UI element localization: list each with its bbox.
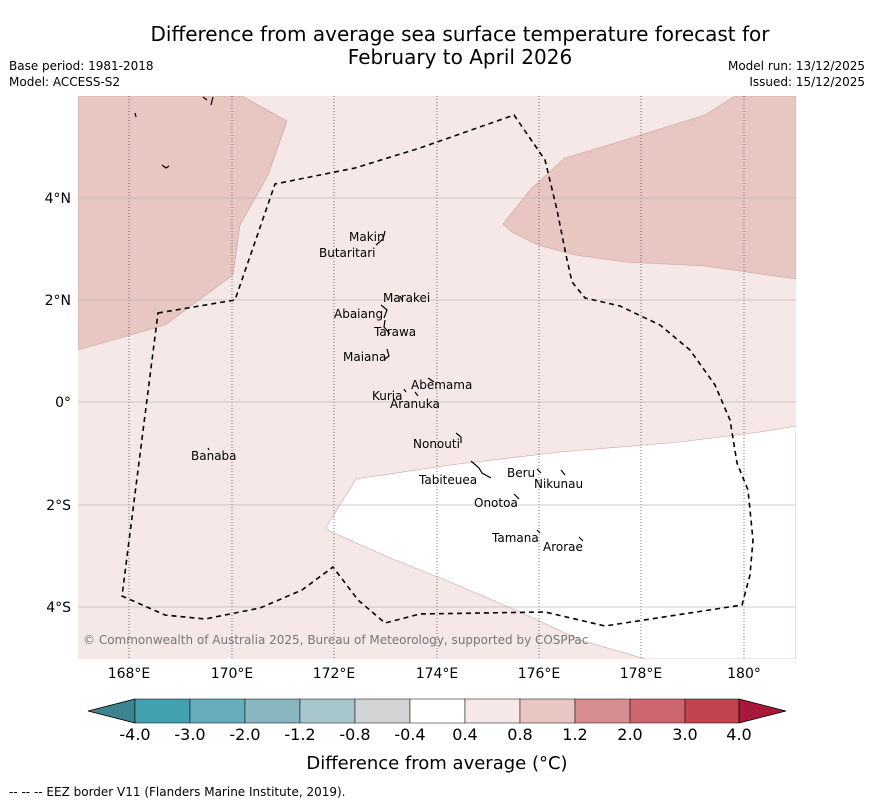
lat-label-0: 0°	[55, 395, 71, 411]
island-outline-tabiteuea	[470, 460, 492, 479]
colorbar-segment	[519, 698, 576, 724]
lat-label-2s: 2°S	[46, 498, 71, 514]
island-outline-maiana	[384, 348, 390, 360]
copyright-notice: © Commonwealth of Australia 2025, Bureau…	[83, 633, 588, 647]
island-label-abaiang: Abaiang	[334, 307, 383, 321]
lon-label-170: 170°E	[211, 666, 254, 682]
colorbar-tick: -3.0	[174, 725, 205, 744]
lon-label-174: 174°E	[416, 666, 459, 682]
colorbar-segment	[189, 698, 246, 724]
island-label-tabiteuea: Tabiteuea	[418, 473, 477, 487]
island-outlines	[134, 96, 584, 542]
island-outline-abaiang	[380, 304, 388, 319]
island-outline-marakei	[399, 295, 403, 301]
colorbar-tick-labels: -4.0 -3.0 -2.0 -1.2 -0.8 -0.4 0.4 0.8 1.…	[119, 725, 751, 744]
island-label-abemama: Abemama	[411, 378, 472, 392]
island-label-onotoa: Onotoa	[474, 496, 518, 510]
island-label-kuria: Kuria	[372, 389, 403, 403]
island-outline-nw	[202, 96, 214, 106]
island-label-tarawa: Tarawa	[373, 325, 416, 339]
colorbar-tick: 0.8	[507, 725, 532, 744]
colorbar-tick: -1.2	[284, 725, 315, 744]
colorbar-segment	[244, 698, 301, 724]
island-label-nikunau: Nikunau	[534, 477, 583, 491]
colorbar-tick: -0.8	[339, 725, 370, 744]
island-outline-beru-nikunau	[536, 468, 566, 476]
island-label-arorae: Arorae	[543, 540, 583, 554]
colorbar-segment	[134, 698, 191, 724]
island-outline-tarawa	[383, 319, 391, 335]
colorbar-over-arrow	[738, 698, 787, 724]
island-label-butaritari: Butaritari	[319, 246, 376, 260]
island-label-banaba: Banaba	[191, 449, 237, 463]
colorbar-segment	[629, 698, 686, 724]
issued-date: Issued: 15/12/2025	[749, 75, 865, 89]
colorbar	[87, 698, 787, 724]
colorbar-under-arrow	[87, 698, 136, 724]
lon-label-180: 180°	[727, 666, 761, 682]
lon-label-178: 178°E	[620, 666, 663, 682]
colorbar-tick: -4.0	[119, 725, 150, 744]
longitude-tick-labels: 168°E 170°E 172°E 174°E 176°E 178°E 180°	[108, 666, 761, 682]
colorbar-tick: 0.4	[452, 725, 477, 744]
colorbar-tick: 2.0	[617, 725, 642, 744]
island-label-aranuka: Aranuka	[390, 397, 440, 411]
map-title-line2: February to April 2026	[347, 45, 573, 69]
island-label-tamana: Tamana	[491, 531, 539, 545]
island-outline-small	[161, 164, 170, 169]
base-period: Base period: 1981-2018	[9, 59, 154, 73]
island-outline-kuria-aranuka	[403, 388, 419, 397]
island-label-marakei: Marakei	[383, 291, 430, 305]
island-label-makin: Makin	[349, 230, 385, 244]
island-label-nonouti: Nonouti	[413, 437, 460, 451]
colorbar-segment	[464, 698, 521, 724]
lon-label-172: 172°E	[313, 666, 356, 682]
colorbar-tick: 1.2	[562, 725, 587, 744]
map-gridlines	[78, 96, 796, 659]
island-outline-nonouti	[455, 432, 462, 443]
colorbar-tick: -0.4	[394, 725, 425, 744]
island-labels: Makin Butaritari Marakei Abaiang Tarawa …	[191, 230, 583, 554]
island-outline-tamana-arorae	[536, 529, 584, 542]
eez-legend-note: -- -- -- EEZ border V11 (Flanders Marine…	[9, 785, 346, 799]
island-outline-banaba	[207, 447, 210, 451]
model-run-date: Model run: 13/12/2025	[727, 59, 865, 73]
lat-label-4n: 4°N	[45, 191, 71, 207]
lat-label-4s: 4°S	[46, 600, 71, 616]
island-outline-onotoa	[513, 493, 520, 500]
anomaly-region-northeast-0.8-to-1.2	[502, 96, 796, 280]
anomaly-region-neutral	[324, 425, 796, 659]
island-outline-butaritari	[375, 230, 386, 246]
lat-label-2n: 2°N	[45, 293, 71, 309]
anomaly-region-west-0.8-to-1.2	[78, 96, 288, 351]
map-title-line1: Difference from average sea surface temp…	[150, 22, 770, 46]
eez-border	[121, 114, 754, 627]
colorbar-segment	[354, 698, 411, 724]
model-name: Model: ACCESS-S2	[9, 75, 121, 89]
island-label-beru: Beru	[507, 466, 535, 480]
latitude-tick-labels: 4°N 2°N 0° 2°S 4°S	[45, 191, 72, 616]
lon-label-176: 176°E	[518, 666, 561, 682]
colorbar-segment	[409, 698, 466, 724]
colorbar-segment	[574, 698, 631, 724]
colorbar-segment	[299, 698, 356, 724]
island-outline-abemama	[427, 377, 435, 383]
island-outline-dot	[134, 112, 137, 118]
colorbar-label: Difference from average (°C)	[306, 753, 567, 774]
colorbar-tick: 4.0	[726, 725, 751, 744]
colorbar-tick: -2.0	[229, 725, 260, 744]
island-label-maiana: Maiana	[343, 350, 386, 364]
colorbar-segment	[684, 698, 740, 724]
colorbar-tick: 3.0	[672, 725, 697, 744]
lon-label-168: 168°E	[108, 666, 151, 682]
